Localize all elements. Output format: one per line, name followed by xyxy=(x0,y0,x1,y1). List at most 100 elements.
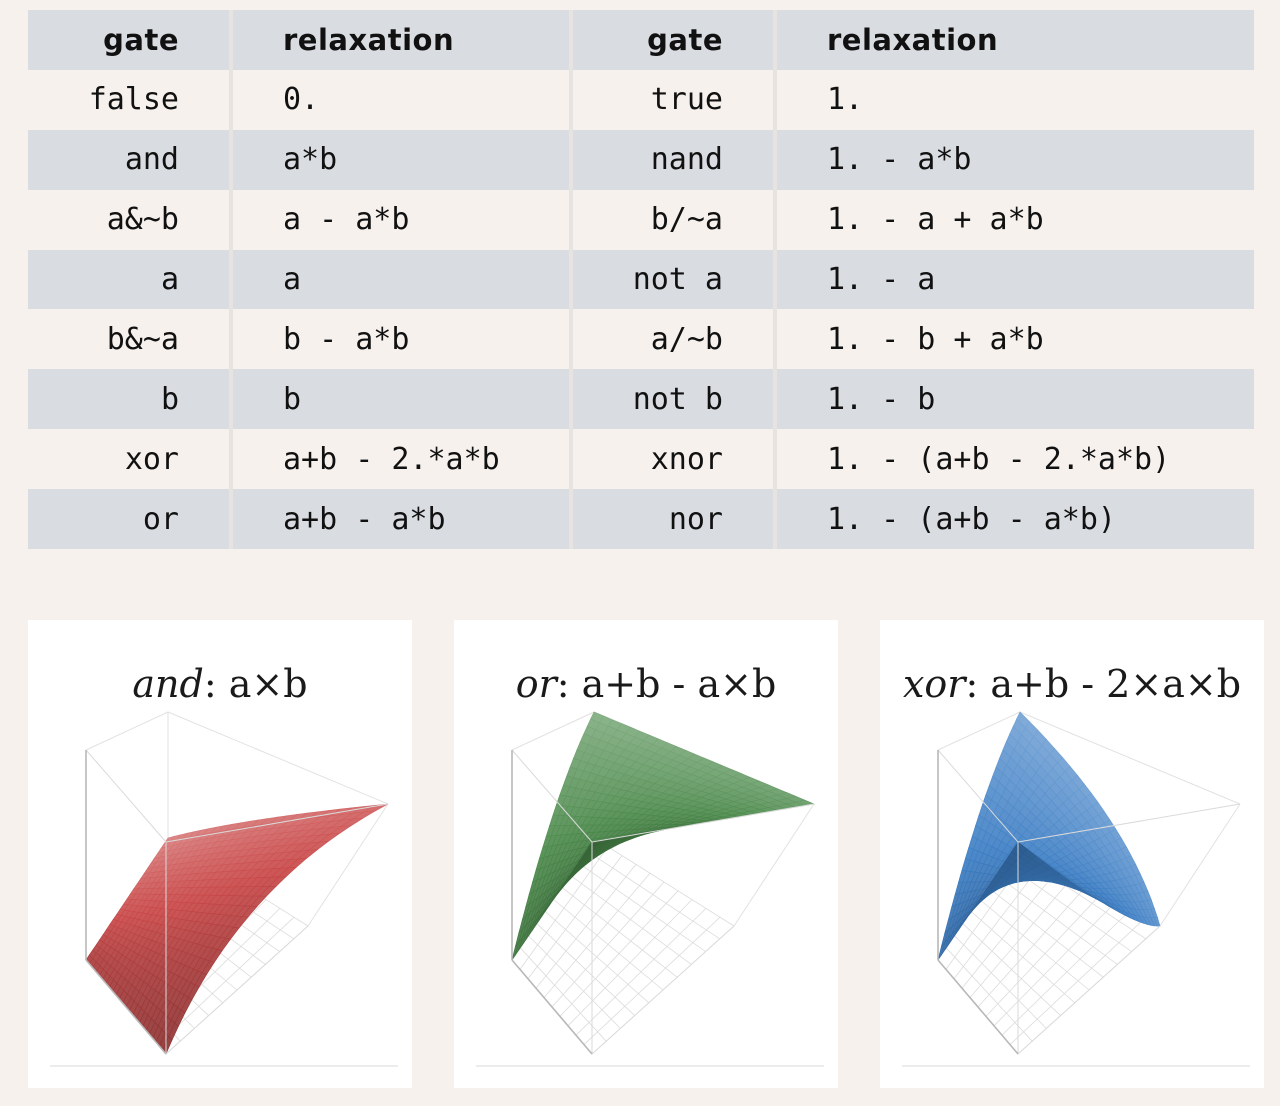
box-edge xyxy=(85,749,167,843)
gate-cell: nand xyxy=(573,129,773,190)
plot-title-separator: : xyxy=(556,662,570,706)
header-relaxation-right: relaxation xyxy=(777,10,1254,70)
xor-plot-card: xor: a+b - 2×a×b xyxy=(880,620,1264,1088)
relaxation-cell: a+b - 2.*a*b xyxy=(233,429,569,490)
floor-grid-line xyxy=(575,908,707,1036)
relaxation-cell: a - a*b xyxy=(233,189,569,250)
gate-cell: b/~a xyxy=(573,189,773,250)
floor-grid-line xyxy=(986,886,1104,978)
plot-gate-name: or xyxy=(515,662,557,706)
plot-area xyxy=(902,711,1250,1067)
column-divider xyxy=(773,249,777,310)
gate-cell: a/~b xyxy=(573,309,773,370)
box-edge xyxy=(85,711,169,751)
column-divider xyxy=(229,189,233,250)
and-plot-card: and: a×b xyxy=(28,620,412,1088)
box-edge xyxy=(937,711,1021,751)
x-axis xyxy=(85,959,167,1055)
box-edge xyxy=(591,803,815,843)
column-divider xyxy=(773,10,777,70)
relaxation-cell: 1. - a xyxy=(777,249,1254,310)
relaxation-cell: a xyxy=(233,249,569,310)
floor-grid-line xyxy=(583,916,721,1045)
floor-grid-line xyxy=(1001,908,1133,1036)
plot-area xyxy=(50,711,398,1067)
gate-cell: not b xyxy=(573,369,773,430)
box-edge xyxy=(1017,803,1241,843)
floor-grid-line xyxy=(985,890,1105,1017)
plot-title: and: a×b xyxy=(28,662,412,706)
floor-grid-line xyxy=(1009,916,1147,1045)
box-edge xyxy=(1159,803,1241,927)
relaxation-cell: 1. - a*b xyxy=(777,129,1254,190)
box-edge xyxy=(307,803,389,927)
box-edge xyxy=(591,925,735,1055)
floor-grid-line xyxy=(559,890,679,1017)
header-relaxation-left: relaxation xyxy=(233,10,569,70)
gate-cell: or xyxy=(28,489,229,549)
gate-cell: false xyxy=(28,69,229,130)
gate-cell: and xyxy=(28,129,229,190)
floor-grid-line xyxy=(593,837,735,927)
relaxation-cell: 1. - b + a*b xyxy=(777,309,1254,370)
relaxation-cell: a+b - a*b xyxy=(233,489,569,549)
floor-grid-line xyxy=(567,899,693,1027)
gate-cell: nor xyxy=(573,489,773,549)
column-divider xyxy=(229,129,233,190)
column-divider xyxy=(569,489,573,549)
floor-grid-line xyxy=(993,899,1119,1027)
box-edge xyxy=(1017,925,1161,1055)
column-divider xyxy=(773,489,777,549)
gate-cell: xor xyxy=(28,429,229,490)
relaxation-cell: 1. - (a+b - a*b) xyxy=(777,489,1254,549)
plot-title-separator: : xyxy=(965,662,979,706)
plot-area xyxy=(476,711,824,1067)
plot-expression: a×b xyxy=(228,662,308,706)
floor-grid-line xyxy=(560,886,678,978)
relaxation-cell: b - a*b xyxy=(233,309,569,370)
column-divider xyxy=(773,309,777,370)
relaxation-cell: b xyxy=(233,369,569,430)
column-divider xyxy=(569,69,573,130)
column-divider xyxy=(229,489,233,549)
column-divider xyxy=(229,369,233,430)
box-edge xyxy=(1019,711,1241,805)
header-gate-right: gate xyxy=(573,10,773,70)
box-edge xyxy=(511,749,593,843)
box-edge xyxy=(165,803,389,843)
relaxation-cell: 1. xyxy=(777,69,1254,130)
relaxation-cell: 1. - a + a*b xyxy=(777,189,1254,250)
column-divider xyxy=(773,69,777,130)
column-divider xyxy=(773,369,777,430)
surface-plot xyxy=(902,711,1250,1067)
box-edge xyxy=(165,925,309,1055)
plot-gate-name: xor xyxy=(902,662,966,706)
box-edge xyxy=(733,803,815,927)
column-divider xyxy=(773,189,777,250)
column-divider xyxy=(229,10,233,70)
plot-title-separator: : xyxy=(203,662,217,706)
column-divider xyxy=(229,429,233,490)
floor-grid-line xyxy=(995,874,1118,965)
column-divider xyxy=(773,429,777,490)
floor-grid-line xyxy=(569,874,692,965)
gate-cell: a xyxy=(28,249,229,310)
or-plot-card: or: a+b - a×b xyxy=(454,620,838,1088)
x-axis xyxy=(937,959,1019,1055)
column-divider xyxy=(569,309,573,370)
box-edge xyxy=(937,749,1019,843)
relaxation-cell: a*b xyxy=(233,129,569,190)
column-divider xyxy=(229,309,233,370)
gate-cell: true xyxy=(573,69,773,130)
column-divider xyxy=(773,129,777,190)
plot-title: xor: a+b - 2×a×b xyxy=(880,662,1264,706)
gate-cell: xnor xyxy=(573,429,773,490)
relaxation-cell: 0. xyxy=(233,69,569,130)
column-divider xyxy=(569,189,573,250)
surface-plot xyxy=(476,711,824,1067)
column-divider xyxy=(229,69,233,130)
gate-cell: b&~a xyxy=(28,309,229,370)
plot-title: or: a+b - a×b xyxy=(454,662,838,706)
column-divider xyxy=(569,249,573,310)
floor-grid-line xyxy=(585,849,721,940)
